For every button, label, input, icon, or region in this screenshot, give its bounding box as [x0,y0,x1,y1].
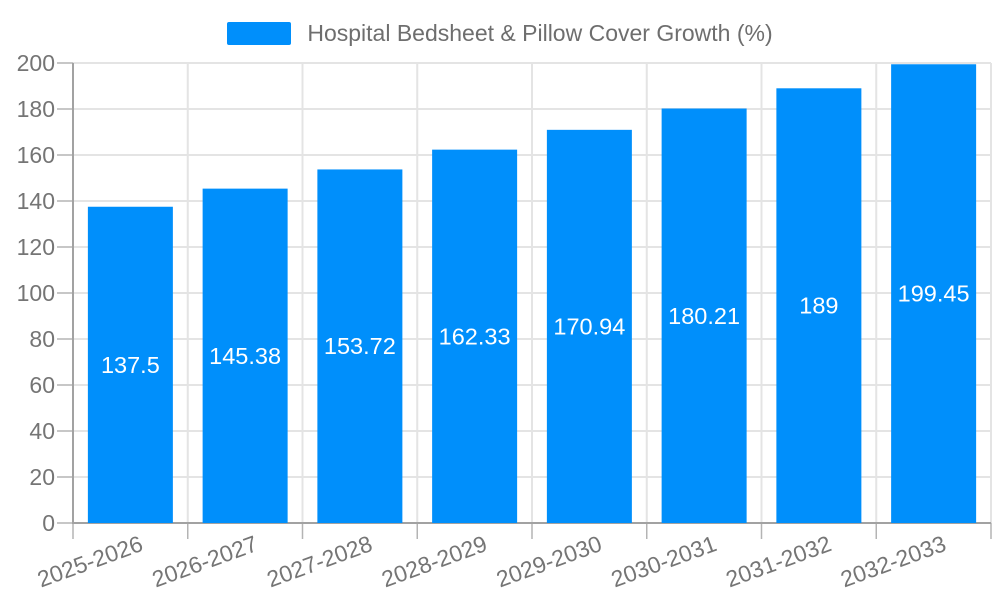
legend: Hospital Bedsheet & Pillow Cover Growth … [0,21,1000,45]
bar [202,188,288,523]
legend-swatch-icon [227,21,292,45]
y-tick-label: 80 [29,326,55,352]
x-tick-label: 2025-2026 [34,530,146,592]
bar-value-label: 162.33 [439,323,511,349]
bar [891,64,977,523]
y-tick-label: 60 [29,372,55,398]
y-tick-label: 0 [42,510,55,536]
legend-label: Hospital Bedsheet & Pillow Cover Growth … [307,20,773,46]
bar-value-label: 199.45 [898,281,970,307]
y-tick-label: 40 [29,418,55,444]
y-tick-label: 100 [17,280,55,306]
y-tick-label: 140 [17,188,55,214]
bar [776,88,862,524]
x-tick-label: 2031-2032 [722,530,834,592]
y-tick-label: 120 [17,234,55,260]
x-tick-label: 2032-2033 [837,530,949,592]
bar-value-label: 145.38 [209,343,281,369]
bar [317,169,403,523]
x-tick-label: 2026-2027 [149,530,261,592]
x-tick-label: 2029-2030 [493,530,605,592]
legend-item[interactable]: Hospital Bedsheet & Pillow Cover Growth … [227,20,773,46]
bar-value-label: 153.72 [324,333,396,359]
x-tick-label: 2028-2029 [378,530,490,592]
bar [661,108,747,523]
bar-value-label: 137.5 [101,352,160,378]
y-tick-label: 200 [17,50,55,76]
bar-value-label: 170.94 [553,313,625,339]
y-tick-label: 160 [17,142,55,168]
bar-value-label: 180.21 [668,303,740,329]
bar [432,149,518,524]
y-tick-label: 180 [17,96,55,122]
bar-value-label: 189 [799,293,838,319]
y-tick-label: 20 [29,464,55,490]
bar [87,206,173,523]
x-tick-label: 2030-2031 [608,530,720,592]
x-tick-label: 2027-2028 [263,530,375,592]
bar [546,129,632,523]
